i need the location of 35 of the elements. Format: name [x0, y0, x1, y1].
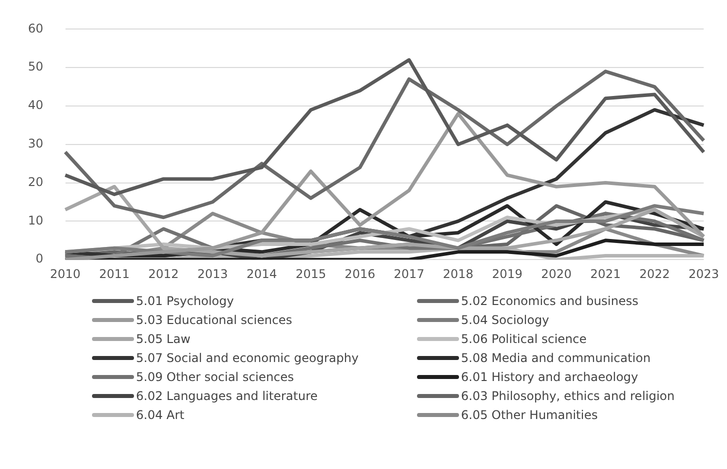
x-tick-label: 2012 — [148, 266, 179, 281]
legend-label: 5.07 Social and economic geography — [136, 351, 359, 365]
legend-label: 5.02 Economics and business — [461, 294, 638, 308]
x-tick-label: 2015 — [296, 266, 326, 281]
legend-label: 6.05 Other Humanities — [461, 408, 598, 422]
legend-label: 6.01 History and archaeology — [461, 370, 638, 384]
legend-label: 5.05 Law — [136, 332, 190, 346]
x-tick-label: 2022 — [639, 266, 670, 281]
legend-label: 5.01 Psychology — [136, 294, 234, 308]
legend-label: 6.03 Philosophy, ethics and religion — [461, 389, 675, 403]
x-tick-label: 2013 — [197, 266, 228, 281]
y-tick-label: 30 — [28, 136, 44, 151]
legend-label: 6.02 Languages and literature — [136, 389, 318, 403]
x-tick-label: 2021 — [590, 266, 621, 281]
x-tick-label: 2017 — [394, 266, 424, 281]
y-tick-label: 40 — [28, 98, 44, 112]
legend-label: 5.06 Political science — [461, 332, 587, 346]
y-tick-label: 20 — [28, 174, 44, 189]
x-tick-label: 2019 — [492, 266, 523, 281]
x-tick-label: 2020 — [541, 266, 572, 281]
y-tick-label: 50 — [28, 60, 44, 74]
x-tick-label: 2014 — [246, 266, 277, 281]
y-tick-label: 60 — [28, 21, 44, 36]
y-tick-label: 10 — [28, 213, 44, 228]
legend-label: 5.08 Media and communication — [461, 351, 651, 365]
legend-label: 5.03 Educational sciences — [136, 313, 292, 327]
legend-label: 5.04 Sociology — [461, 313, 550, 327]
x-tick-label: 2016 — [344, 266, 376, 281]
x-tick-label: 2018 — [442, 266, 474, 281]
x-tick-label: 2010 — [50, 266, 81, 281]
x-tick-label: 2011 — [99, 266, 130, 281]
legend-label: 5.09 Other social sciences — [136, 370, 294, 384]
y-tick-label: 0 — [36, 252, 44, 266]
legend-label: 6.04 Art — [136, 408, 184, 422]
x-tick-label: 2023 — [688, 266, 720, 281]
